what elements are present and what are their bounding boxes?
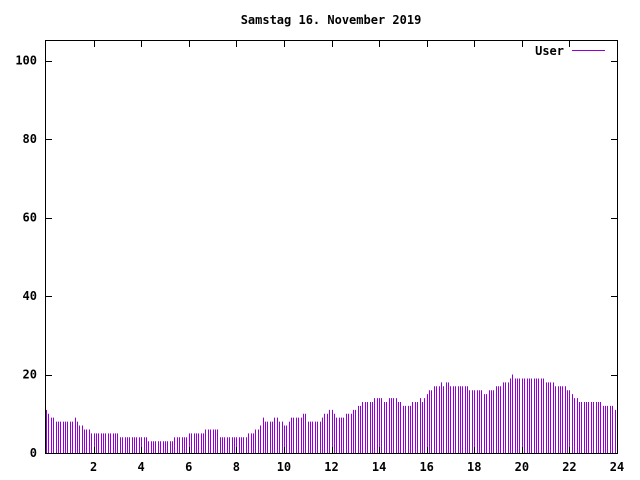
y-tick-label: 20 [23,368,37,382]
x-tick-label: 16 [419,460,433,474]
bar-series-user [46,374,618,453]
x-tick-label: 2 [90,460,97,474]
y-tick-label: 80 [23,132,37,146]
plot-border [45,40,618,454]
legend-label-user: User [535,44,564,58]
x-tick-label: 12 [324,460,338,474]
chart-title: Samstag 16. November 2019 [241,13,422,27]
x-tick-label: 24 [610,460,624,474]
y-tick-label: 40 [23,289,37,303]
y-tick-label: 100 [15,54,37,68]
x-tick-label: 18 [467,460,481,474]
x-tick-label: 8 [233,460,240,474]
x-tick-label: 14 [372,460,386,474]
y-tick-label: 60 [23,211,37,225]
y-tick-label: 0 [30,446,37,460]
x-tick-label: 20 [515,460,529,474]
legend: User [535,44,605,58]
axis-ticks [46,41,618,454]
x-tick-label: 6 [185,460,192,474]
x-tick-label: 4 [138,460,145,474]
x-tick-label: 22 [562,460,576,474]
x-tick-label: 10 [277,460,291,474]
